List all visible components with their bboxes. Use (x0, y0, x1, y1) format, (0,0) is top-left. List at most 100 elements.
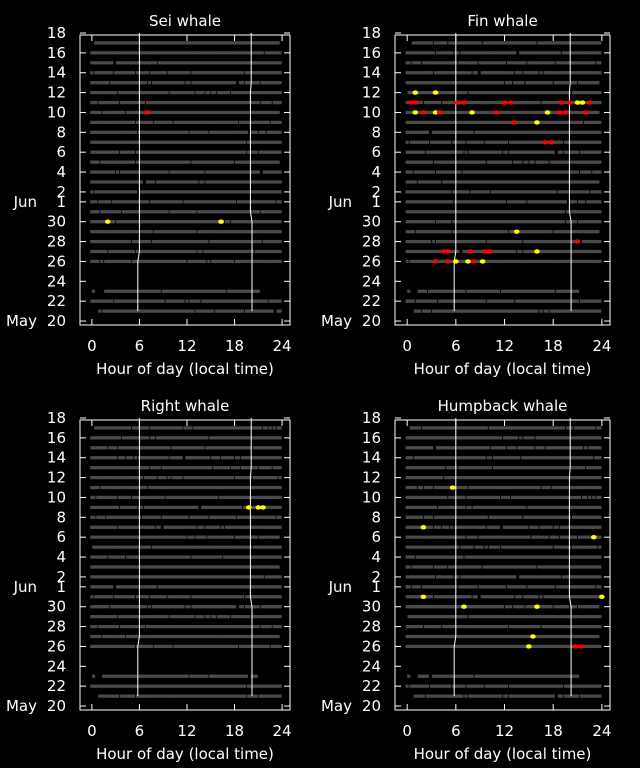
effort-dot (96, 91, 100, 95)
effort-dot (197, 210, 201, 214)
effort-dot (407, 120, 411, 124)
effort-dot (248, 51, 252, 55)
effort-dot (442, 71, 446, 75)
effort-dot (464, 239, 468, 244)
effort-dot (458, 210, 462, 214)
effort-dot (527, 180, 531, 184)
effort-dot (252, 41, 256, 45)
effort-dot (110, 220, 114, 224)
effort-dot (474, 120, 478, 124)
y-tick-label: 4 (56, 163, 66, 181)
effort-dot (429, 91, 434, 95)
effort-dot (228, 71, 233, 75)
effort-dot (175, 110, 179, 115)
effort-dot (500, 190, 505, 194)
effort-dot (215, 239, 219, 244)
effort-dot (580, 180, 584, 184)
effort-dot (244, 299, 249, 303)
effort-dot (175, 130, 179, 134)
effort-dot (557, 249, 561, 254)
y-tick-label: 28 (362, 233, 381, 251)
effort-dot (110, 160, 114, 164)
effort-dot (480, 289, 484, 293)
effort-dot (145, 120, 149, 124)
effort-dot (240, 200, 245, 204)
effort-dot (254, 140, 258, 144)
effort-dot (187, 51, 191, 55)
effort-dot (252, 100, 256, 105)
effort-dot (529, 309, 533, 313)
effort-dot (594, 120, 598, 124)
effort-dot (480, 61, 484, 65)
effort-dot (177, 200, 181, 204)
effort-dot (429, 220, 434, 224)
effort-dot (260, 71, 264, 75)
effort-dot (244, 309, 249, 313)
effort-dot (580, 51, 584, 55)
effort-dot (517, 190, 521, 194)
effort-dot (183, 694, 187, 698)
effort-dot (161, 694, 165, 698)
effort-dot (244, 259, 249, 264)
effort-dot (139, 289, 144, 293)
effort-dot (474, 220, 478, 224)
effort-dot (478, 239, 482, 244)
effort-dot (219, 140, 223, 144)
effort-dot (521, 180, 525, 184)
effort-dot (169, 41, 173, 45)
effort-dot (462, 110, 466, 115)
effort-dot (458, 61, 462, 65)
effort-dot (161, 130, 165, 134)
effort-dot (104, 110, 108, 115)
effort-dot (155, 41, 159, 45)
effort-dot (537, 200, 541, 204)
effort-dot (234, 150, 239, 154)
effort-dot (588, 180, 592, 184)
effort-dot (90, 299, 94, 303)
effort-dot (438, 200, 442, 204)
effort-dot (567, 259, 572, 264)
effort-dot (561, 259, 565, 264)
effort-dot (264, 140, 268, 144)
effort-dot (440, 150, 444, 154)
effort-dot (123, 41, 128, 45)
effort-dot (559, 71, 563, 75)
effort-dot (153, 160, 157, 164)
effort-dot (571, 140, 576, 144)
effort-dot (266, 130, 270, 134)
detection-point (440, 249, 447, 254)
effort-dot (143, 239, 147, 244)
effort-dot (423, 130, 428, 134)
effort-dot (555, 309, 559, 313)
effort-dot (211, 200, 215, 204)
effort-dot (506, 220, 511, 224)
effort-dot (94, 239, 98, 244)
effort-dot (446, 100, 450, 105)
effort-dot (187, 150, 191, 154)
effort-dot (181, 140, 185, 144)
effort-dot (96, 150, 100, 154)
effort-dot (421, 239, 425, 244)
effort-dot (100, 239, 104, 244)
effort-dot (496, 120, 501, 124)
effort-dot (419, 120, 423, 124)
effort-dot (586, 200, 590, 204)
effort-dot (133, 91, 138, 95)
effort-dot (217, 110, 221, 115)
effort-dot (537, 170, 541, 174)
effort-dot (121, 180, 126, 184)
effort-dot (549, 130, 553, 134)
effort-dot (484, 230, 488, 234)
effort-dot (244, 51, 249, 55)
effort-dot (125, 100, 130, 105)
effort-dot (429, 71, 434, 75)
effort-dot (594, 41, 598, 45)
effort-dot (571, 150, 576, 154)
effort-dot (462, 239, 466, 244)
effort-dot (108, 170, 112, 174)
effort-dot (502, 51, 507, 55)
effort-dot (577, 190, 582, 194)
effort-dot (266, 190, 270, 194)
effort-dot (435, 61, 440, 65)
effort-dot (175, 61, 179, 65)
